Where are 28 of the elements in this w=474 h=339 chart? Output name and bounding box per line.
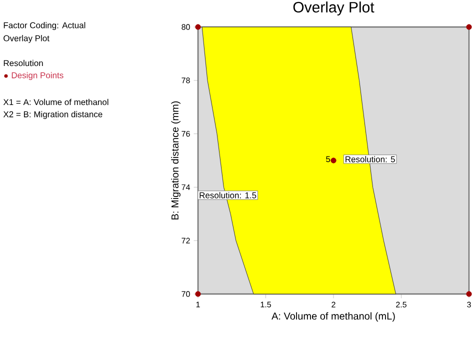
x-tick-label: 3 <box>467 302 471 308</box>
y-tick-label: 72 <box>182 238 190 244</box>
x-tick-label: 1.5 <box>260 302 271 308</box>
point <box>195 291 201 297</box>
point <box>330 158 336 164</box>
x-tick-label: 1 <box>196 302 200 308</box>
annotation: Resolution: 1.5 <box>200 192 256 198</box>
x-tick-label: 2.5 <box>396 302 406 308</box>
x-tick-label: 2 <box>332 302 336 308</box>
y-tick-label: 70 <box>182 291 190 297</box>
text: X1 = A: Volume of methanol <box>3 98 108 106</box>
text: Factor Coding: Actual <box>4 22 86 30</box>
point <box>195 24 201 30</box>
text: Overlay Plot <box>4 35 50 43</box>
annotation: Resolution: 5 <box>346 156 395 162</box>
y-tick-label: 80 <box>182 24 190 30</box>
y-axis-title: B: Migration distance (mm) <box>171 101 180 220</box>
y-tick-label: 78 <box>182 78 190 84</box>
chart-title: Overlay Plot <box>293 2 374 16</box>
annotation: 5 <box>326 156 330 162</box>
y-tick-label: 74 <box>182 184 190 190</box>
text: X2 = B: Migration distance <box>3 111 102 119</box>
point <box>466 291 472 297</box>
legend-label: Design Points <box>12 72 64 80</box>
point <box>466 24 472 30</box>
legend-title: Resolution <box>4 60 43 66</box>
x-axis-title: A: Volume of methanol (mL) <box>272 312 395 322</box>
y-tick-label: 76 <box>182 130 190 137</box>
